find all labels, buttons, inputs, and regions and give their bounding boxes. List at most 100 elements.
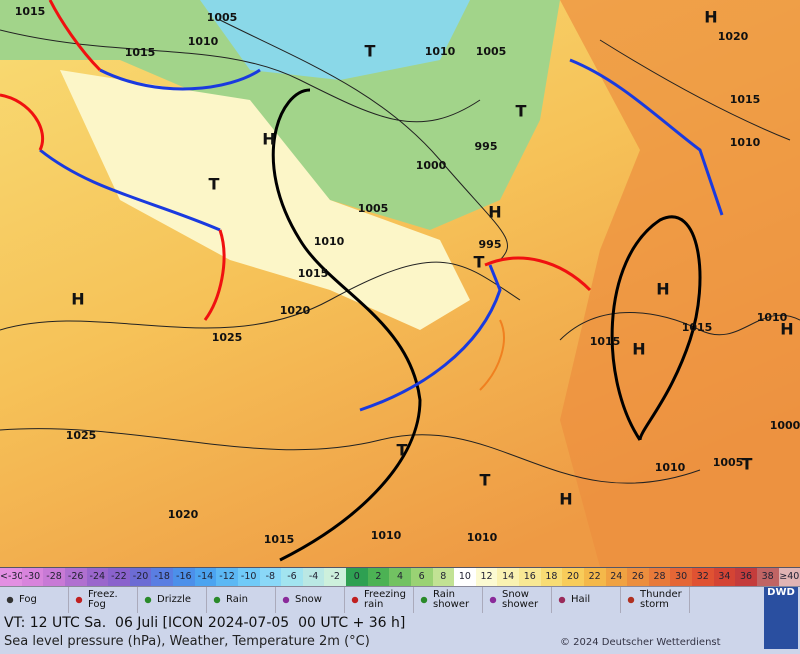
- legend-icon: [556, 594, 568, 606]
- pressure-label: 1005: [207, 11, 238, 24]
- pressure-label: 1005: [476, 45, 507, 58]
- scale-cell: -2: [324, 568, 346, 586]
- legend-label: Rain: [226, 595, 248, 605]
- scale-cell: 26: [627, 568, 649, 586]
- legend-item: Freezing rain: [345, 587, 414, 613]
- footer: VT: 12 UTC Sa. 06 Juli [ICON 2024-07-05 …: [0, 613, 800, 654]
- legend-item: Rain shower: [414, 587, 483, 613]
- weather-map: 1015 1005 1010 1015 1010 1005 1020 1015 1010 995 1…: [0, 0, 800, 567]
- scale-cell: 32: [692, 568, 714, 586]
- legend-item: Rain: [207, 587, 276, 613]
- legend-item: Freez. Fog: [69, 587, 138, 613]
- pressure-label: 1005: [713, 456, 744, 469]
- pressure-label: 1020: [168, 508, 199, 521]
- pressure-label: 1015: [682, 321, 713, 334]
- high-label: H: [559, 490, 572, 509]
- high-label: H: [488, 203, 501, 222]
- scale-cell: ≥40: [779, 568, 800, 586]
- scale-cell: -8: [260, 568, 282, 586]
- pressure-label: 1015: [590, 335, 621, 348]
- legend-item: Hail: [552, 587, 621, 613]
- high-label: H: [71, 290, 84, 309]
- legend-icon: [73, 594, 85, 606]
- scale-cell: 4: [389, 568, 411, 586]
- pressure-label: 1005: [358, 202, 389, 215]
- legend-label: Drizzle: [157, 595, 191, 605]
- scale-cell: -10: [238, 568, 260, 586]
- low-label: T: [209, 175, 220, 194]
- legend-label: Snow: [295, 595, 322, 605]
- scale-cell: 16: [519, 568, 541, 586]
- legend-label: Freez. Fog: [88, 590, 137, 610]
- low-label: T: [397, 441, 408, 460]
- scale-cell: -20: [130, 568, 152, 586]
- scale-cell: 14: [497, 568, 519, 586]
- legend-item: Snow: [276, 587, 345, 613]
- pressure-label: 1010: [467, 531, 498, 544]
- high-label: H: [780, 320, 793, 339]
- low-label: T: [516, 102, 527, 121]
- legend-icon: [418, 594, 430, 606]
- scale-cell: 8: [433, 568, 455, 586]
- scale-cell: 30: [670, 568, 692, 586]
- pressure-label: 1010: [655, 461, 686, 474]
- copyright: © 2024 Deutscher Wetterdienst: [560, 637, 721, 648]
- scale-cell: 2: [368, 568, 390, 586]
- pressure-label: 1010: [425, 45, 456, 58]
- legend-icon: [349, 594, 361, 606]
- scale-cell: -18: [151, 568, 173, 586]
- pressure-label: 1025: [66, 429, 97, 442]
- scale-cell: -14: [195, 568, 217, 586]
- low-label: T: [365, 42, 376, 61]
- legend-icon: [211, 594, 223, 606]
- scale-cell: 38: [757, 568, 779, 586]
- legend-label: Hail: [571, 595, 590, 605]
- scale-cell: -30: [22, 568, 44, 586]
- scale-cell: 20: [562, 568, 584, 586]
- description: Sea level pressure (hPa), Weather, Tempe…: [4, 634, 370, 649]
- scale-cell: 6: [411, 568, 433, 586]
- scale-cell: -16: [173, 568, 195, 586]
- pressure-label: 1025: [212, 331, 243, 344]
- pressure-label: 1020: [280, 304, 311, 317]
- pressure-label: 1015: [730, 93, 761, 106]
- high-label: H: [704, 8, 717, 27]
- pressure-label: 1000: [416, 159, 447, 172]
- legend-item: Drizzle: [138, 587, 207, 613]
- pressure-label: 995: [479, 238, 502, 251]
- low-label: T: [474, 253, 485, 272]
- valid-time: VT: 12 UTC Sa. 06 Juli [ICON 2024-07-05 …: [4, 615, 405, 631]
- high-label: H: [632, 340, 645, 359]
- low-label: T: [742, 455, 753, 474]
- weather-legend: Fog Freez. Fog Drizzle Rain Snow Freezing rai…: [0, 586, 800, 613]
- pressure-label: 1000: [770, 419, 800, 432]
- legend-icon: [280, 594, 292, 606]
- logo: DWD: [764, 587, 798, 649]
- scale-cell: -4: [303, 568, 325, 586]
- scale-cell: -26: [65, 568, 87, 586]
- scale-cell: -28: [43, 568, 65, 586]
- pressure-label: 1010: [314, 235, 345, 248]
- high-label: H: [262, 130, 275, 149]
- scale-cell: -12: [216, 568, 238, 586]
- pressure-label: 1015: [298, 267, 329, 280]
- scale-cell: 18: [541, 568, 563, 586]
- legend-item: Thunder storm: [621, 587, 690, 613]
- scale-cell: -24: [87, 568, 109, 586]
- low-label: T: [480, 471, 491, 490]
- pressure-label: 1020: [718, 30, 749, 43]
- scale-cell: 36: [735, 568, 757, 586]
- legend-icon: [625, 594, 637, 606]
- scale-cell: 22: [584, 568, 606, 586]
- legend-icon: [487, 594, 499, 606]
- legend-icon: [4, 594, 16, 606]
- pressure-label: 1010: [730, 136, 761, 149]
- pressure-label: 1015: [15, 5, 46, 18]
- legend-label: Snow shower: [502, 590, 551, 610]
- legend-label: Thunder storm: [640, 590, 689, 610]
- scale-cell: -6: [281, 568, 303, 586]
- legend-label: Fog: [19, 595, 37, 605]
- temperature-scale: <-30-30-28-26-24-22-20-18-16-14-12-10-8-…: [0, 567, 800, 586]
- legend-label: Freezing rain: [364, 590, 413, 610]
